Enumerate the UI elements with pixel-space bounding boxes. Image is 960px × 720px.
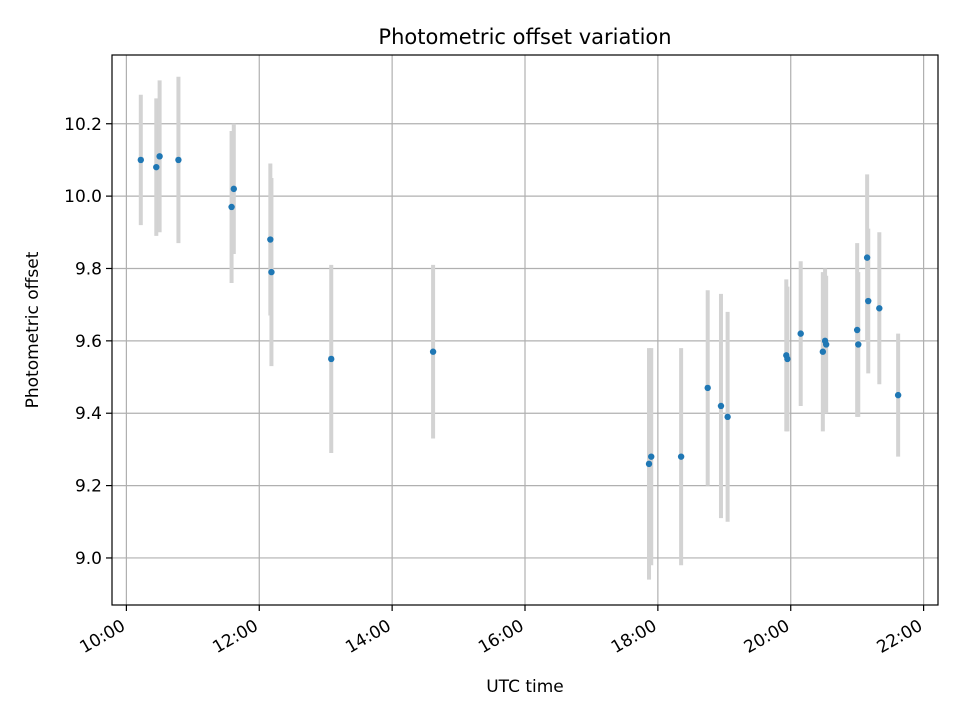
data-point (822, 341, 830, 348)
data-point (853, 326, 861, 334)
data-point (894, 391, 902, 399)
data-point (645, 460, 653, 468)
x-axis-label: UTC time (486, 677, 564, 697)
data-point (328, 355, 335, 363)
data-point (268, 268, 275, 276)
data-point (137, 156, 144, 164)
y-tick-label: 10.0 (64, 187, 102, 207)
data-point (865, 297, 872, 305)
data-point (267, 236, 274, 243)
grid-lines (112, 55, 938, 605)
data-point (855, 341, 862, 348)
data-point (704, 384, 711, 392)
data-point (717, 402, 725, 410)
data-point (429, 348, 437, 355)
data-point (784, 355, 791, 363)
data-point (876, 305, 883, 312)
y-axis-ticks: 9.0 9.2 9.4 9.6 9.8 10.0 10.2 (64, 115, 112, 569)
y-tick-label: 10.2 (64, 115, 102, 135)
data-point (797, 330, 804, 337)
y-tick-label: 9.8 (75, 259, 102, 279)
data-point (677, 453, 685, 460)
y-tick-label: 9.4 (75, 404, 102, 424)
data-points (137, 153, 902, 468)
y-tick-label: 9.2 (75, 477, 102, 497)
data-point (228, 203, 235, 211)
data-point (230, 185, 237, 193)
data-point (156, 153, 163, 160)
data-point (724, 413, 731, 421)
data-point (648, 453, 655, 460)
y-tick-label: 9.0 (75, 549, 102, 569)
data-point (175, 156, 182, 164)
y-tick-label: 9.6 (75, 332, 102, 352)
data-point (153, 163, 160, 171)
data-point (863, 254, 871, 261)
y-axis-label: Photometric offset (23, 251, 43, 408)
chart-title: Photometric offset variation (378, 25, 671, 49)
data-point (819, 348, 827, 355)
